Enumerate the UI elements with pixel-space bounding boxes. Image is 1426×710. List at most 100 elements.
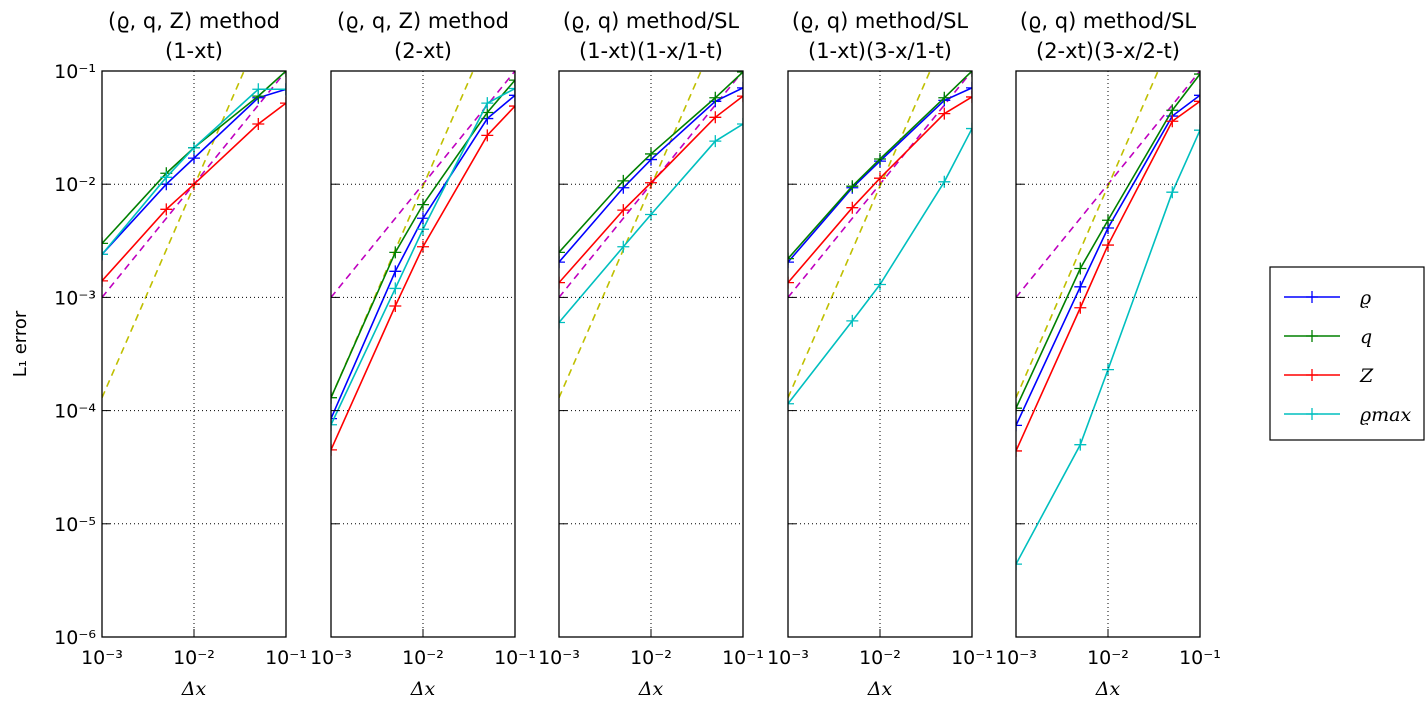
marker [252,118,265,131]
marker [417,198,429,211]
marker [645,176,657,189]
y-tick-label: 10⁻⁵ [54,514,96,536]
marker [846,314,859,327]
marker [1194,95,1200,108]
marker [559,246,565,259]
legend-marker [1306,408,1318,420]
marker [188,152,200,165]
x-tick-label: 10⁻² [173,647,215,669]
marker [645,147,657,160]
panel-subtitle: (1-xt) [165,39,223,63]
marker [617,174,630,187]
marker [331,418,337,431]
panel: 10⁻⁶ 10⁻⁵ 10⁻⁴ 10⁻³ 10⁻² 10⁻¹ 10⁻³ 10⁻² 10⁻¹ (ϱ, … [10,9,307,700]
x-tick-label: 10⁻¹ [494,647,536,669]
reference-line [559,71,702,399]
marker [1194,71,1200,81]
x-tick-label: 10⁻³ [538,647,580,669]
panel: 10⁻³ 10⁻² 10⁻¹ (ϱ, q, Z) method (2-xt) Δx [310,9,536,700]
marker [737,90,743,103]
marker [874,278,886,291]
marker [846,201,859,214]
marker [331,443,337,456]
marker [966,122,972,135]
x-tick-label: 10⁻² [630,647,672,669]
marker [280,83,286,96]
reference-line [102,71,245,399]
marker [1166,186,1179,199]
marker [481,129,494,142]
y-tick-label: 10⁻³ [54,287,96,309]
marker [252,83,265,96]
marker [160,203,173,216]
x-tick-label: 10⁻¹ [951,647,993,669]
y-tick-label: 10⁻⁶ [54,627,96,649]
marker [788,252,794,265]
marker [102,237,108,250]
legend-marker [1306,291,1318,303]
x-axis-label: Δx [867,678,893,700]
marker [737,81,743,94]
plot-area [1016,71,1200,571]
marker [617,240,630,253]
series-line [1016,100,1200,452]
marker [1166,104,1179,117]
marker [331,412,337,425]
marker [788,256,794,269]
marker [417,223,429,236]
marker [788,276,794,289]
marker [1074,262,1087,275]
panel-title: (ϱ, q, Z) method [337,9,509,33]
series-line [559,95,743,284]
marker [737,118,743,131]
marker [938,175,951,188]
marker [1166,115,1179,128]
marker [559,276,565,289]
x-axis-label: Δx [638,678,664,700]
marker [509,100,515,113]
panel-title: (ϱ, q) method/SL [1020,9,1197,33]
y-tick-label: 10⁻² [54,174,96,196]
legend-label: ϱ [1360,287,1372,309]
marker [389,299,402,312]
marker [160,171,173,184]
panel: 10⁻³ 10⁻² 10⁻¹ (ϱ, q) method/SL (1-xt)(3-x/1… [767,9,993,700]
marker [1102,363,1114,376]
x-tick-label: 10⁻² [402,647,444,669]
marker [938,107,951,120]
series-line [788,96,972,284]
legend-marker [1306,369,1318,381]
marker [1016,444,1022,457]
marker [737,71,743,78]
marker [1074,301,1087,314]
x-axis-label: Δx [181,678,207,700]
panel-title: (ϱ, q) method/SL [563,9,740,33]
x-axis-label: Δx [410,678,436,700]
panel-subtitle: (1-xt)(1-x/1-t) [579,39,723,63]
x-tick-label: 10⁻³ [310,647,352,669]
marker [617,204,630,217]
x-tick-label: 10⁻² [859,647,901,669]
marker [645,208,657,221]
marker [709,91,722,104]
x-tick-label: 10⁻¹ [265,647,307,669]
plot-area [788,71,972,410]
marker [389,246,402,259]
x-tick-label: 10⁻³ [767,647,809,669]
x-tick-label: 10⁻³ [81,647,123,669]
x-tick-label: 10⁻² [1087,647,1129,669]
series-line [788,128,972,405]
marker [509,89,515,102]
marker [102,274,108,287]
y-axis-label: L₁ error [10,310,31,377]
marker [509,74,515,87]
y-tick-label: 10⁻¹ [54,61,96,83]
x-tick-label: 10⁻¹ [722,647,764,669]
marker [938,91,951,104]
marker [1194,124,1200,137]
axes-frame [330,70,516,638]
legend-box [1269,266,1425,441]
marker [788,397,794,410]
panel-title: (ϱ, q, Z) method [108,9,280,33]
